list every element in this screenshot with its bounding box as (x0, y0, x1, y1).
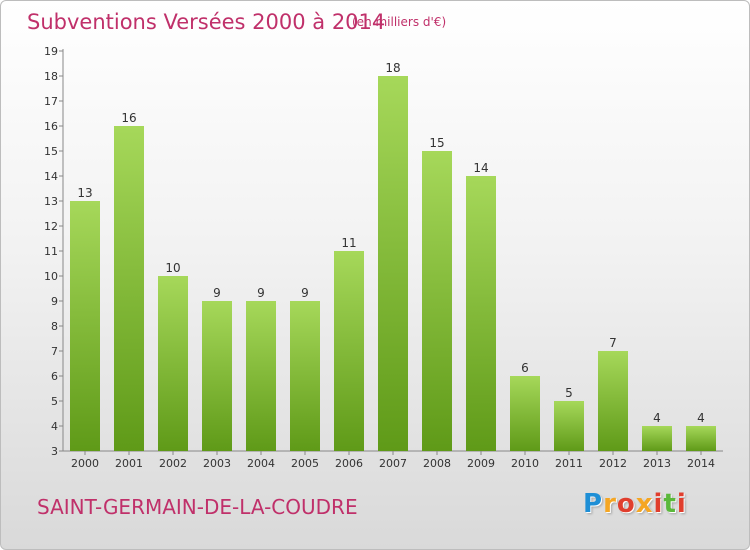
data-label: 6 (521, 361, 529, 375)
x-tick-label: 2005 (291, 457, 319, 470)
x-tick-label: 2007 (379, 457, 407, 470)
proxiti-logo: Proxiti (583, 489, 687, 519)
x-tick-label: 2014 (687, 457, 715, 470)
bar (510, 376, 540, 451)
chart-subtitle: (en milliers d'€) (352, 15, 447, 29)
bar (642, 426, 672, 451)
logo-letter: i (676, 489, 687, 519)
y-tick-label: 16 (44, 120, 58, 133)
data-label: 4 (653, 411, 661, 425)
x-tick-label: 2001 (115, 457, 143, 470)
y-tick-label: 8 (51, 320, 58, 333)
x-tick-label: 2004 (247, 457, 275, 470)
bar (422, 151, 452, 451)
y-tick-label: 7 (51, 345, 58, 358)
bar (158, 276, 188, 451)
data-label: 16 (121, 111, 136, 125)
x-tick-label: 2008 (423, 457, 451, 470)
logo-letter: t (663, 489, 677, 519)
bar (686, 426, 716, 451)
chart-title: Subventions Versées 2000 à 2014 (27, 10, 386, 34)
logo-letter: P (583, 489, 604, 519)
axes: 3 4 5 6 7 8 9 10 11 12 13 14 15 16 17 18 19 2000 2001 2002 2… (44, 45, 723, 470)
y-tick-label: 11 (44, 245, 58, 258)
y-tick-label: 14 (44, 170, 58, 183)
bar (202, 301, 232, 451)
x-tick-label: 2011 (555, 457, 583, 470)
y-tick-label: 17 (44, 95, 58, 108)
data-label: 13 (77, 186, 92, 200)
bar (334, 251, 364, 451)
commune-name: SAINT-GERMAIN-DE-LA-COUDRE (37, 495, 358, 519)
data-label: 18 (385, 61, 400, 75)
x-tick-label: 2003 (203, 457, 231, 470)
logo-letter: x (635, 489, 654, 519)
bar (246, 301, 276, 451)
data-label: 15 (429, 136, 444, 150)
bar (290, 301, 320, 451)
x-tick-label: 2000 (71, 457, 99, 470)
x-tick-label: 2012 (599, 457, 627, 470)
bar (70, 201, 100, 451)
bar (554, 401, 584, 451)
bars (70, 76, 716, 451)
data-label: 5 (565, 386, 573, 400)
data-label: 9 (213, 286, 221, 300)
x-tick-label: 2009 (467, 457, 495, 470)
y-tick-label: 15 (44, 145, 58, 158)
y-tick-label: 9 (51, 295, 58, 308)
x-tick-label: 2010 (511, 457, 539, 470)
value-labels: 13 16 10 9 9 9 11 18 15 14 6 5 7 4 4 (77, 61, 704, 425)
y-tick-label: 18 (44, 70, 58, 83)
logo-letter: o (616, 489, 636, 519)
logo-letter: r (603, 489, 617, 519)
x-tick-label: 2006 (335, 457, 363, 470)
data-label: 11 (341, 236, 356, 250)
y-tick-label: 12 (44, 220, 58, 233)
data-label: 4 (697, 411, 705, 425)
y-tick-label: 6 (51, 370, 58, 383)
data-label: 9 (257, 286, 265, 300)
bar (378, 76, 408, 451)
logo-letter: i (653, 489, 664, 519)
data-label: 7 (609, 336, 617, 350)
bar (466, 176, 496, 451)
data-label: 14 (473, 161, 488, 175)
bar (598, 351, 628, 451)
y-tick-label: 13 (44, 195, 58, 208)
y-tick-label: 10 (44, 270, 58, 283)
y-tick-label: 5 (51, 395, 58, 408)
x-tick-label: 2013 (643, 457, 671, 470)
bar (114, 126, 144, 451)
data-label: 10 (165, 261, 180, 275)
data-label: 9 (301, 286, 309, 300)
x-tick-label: 2002 (159, 457, 187, 470)
y-tick-label: 19 (44, 45, 58, 58)
y-tick-label: 3 (51, 445, 58, 458)
y-tick-label: 4 (51, 420, 58, 433)
